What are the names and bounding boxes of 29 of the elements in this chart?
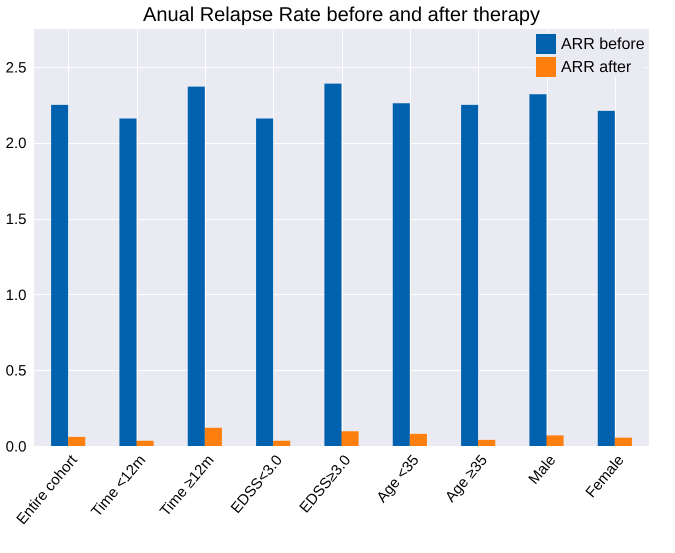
bar <box>461 104 478 446</box>
bar <box>256 118 274 446</box>
bar <box>546 435 564 446</box>
y-tick-label: 2.5 <box>6 59 26 76</box>
x-tick-label: Age ≥35 <box>442 452 491 506</box>
bar <box>410 434 427 446</box>
bar <box>68 436 86 446</box>
bar <box>392 103 410 446</box>
bar <box>119 118 136 446</box>
bar <box>324 84 342 446</box>
bar <box>204 428 222 446</box>
y-tick-label: 2.0 <box>6 135 26 152</box>
bar <box>136 440 154 446</box>
legend-label: ARR before <box>561 36 645 53</box>
bar <box>529 94 546 446</box>
x-tick-label: Age <35 <box>373 452 423 506</box>
y-tick-label: 0.5 <box>6 362 26 380</box>
bar <box>273 440 290 446</box>
y-tick-label: 0.0 <box>6 438 26 456</box>
chart-title: Anual Relapse Rate before and after therapy <box>143 4 540 26</box>
legend-label: ARR after <box>561 59 632 76</box>
y-tick-label: 1.5 <box>6 211 26 228</box>
bar <box>188 86 205 446</box>
bar <box>478 440 496 446</box>
bar <box>342 431 359 446</box>
bar <box>598 110 615 446</box>
bar <box>614 438 632 446</box>
y-tick-label: 1.0 <box>6 286 26 304</box>
bar <box>51 104 68 446</box>
